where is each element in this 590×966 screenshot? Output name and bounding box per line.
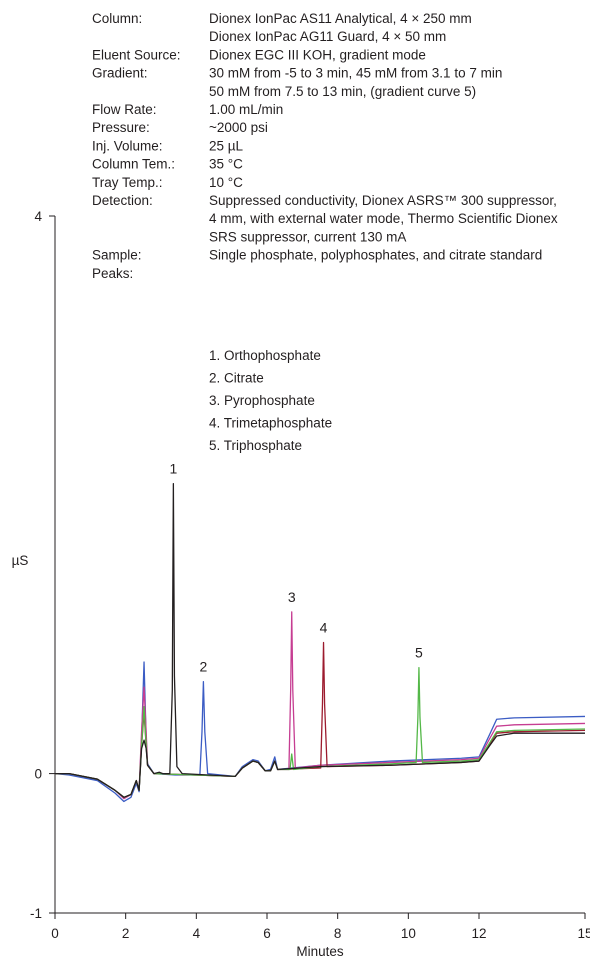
y-axis-title: µS <box>12 553 29 568</box>
y-tick-label: -1 <box>30 906 42 921</box>
peak-list-item: 1. Orthophosphate <box>209 348 321 363</box>
peak-number-label: 3 <box>288 589 296 605</box>
condition-value: Dionex IonPac AS11 Analytical, 4 × 250 m… <box>209 11 472 26</box>
x-tick-label: 6 <box>263 926 271 941</box>
x-axis-title: Minutes <box>296 944 344 959</box>
series-group <box>54 483 586 803</box>
condition-label: Column Tem.: <box>92 157 175 172</box>
x-ticks: 0 2 4 6 8 10 12 15 <box>51 913 590 941</box>
condition-label: Eluent Source: <box>92 47 181 62</box>
series-line <box>54 661 586 803</box>
y-tick-label: 0 <box>34 767 42 782</box>
peak-labels: 1 2 3 4 5 <box>169 461 423 675</box>
condition-label: Detection: <box>92 193 153 208</box>
x-tick-label: 8 <box>334 926 342 941</box>
condition-value: 50 mM from 7.5 to 13 min, (gradient curv… <box>209 84 476 99</box>
x-tick-label: 4 <box>193 926 201 941</box>
x-tick-label: 0 <box>51 926 59 941</box>
peak-list-item: 2. Citrate <box>209 371 264 386</box>
condition-value: 4 mm, with external water mode, Thermo S… <box>209 211 558 226</box>
peak-number-label: 1 <box>169 461 177 477</box>
condition-value: 30 mM from -5 to 3 min, 45 mM from 3.1 t… <box>209 66 502 81</box>
condition-value: 1.00 mL/min <box>209 102 283 117</box>
condition-label: Tray Temp.: <box>92 175 163 190</box>
series-line <box>55 611 586 800</box>
condition-label: Sample: <box>92 248 142 263</box>
condition-label: Gradient: <box>92 66 148 81</box>
condition-label: Flow Rate: <box>92 102 157 117</box>
condition-value: Single phosphate, polyphosphates, and ci… <box>209 248 542 263</box>
condition-label: Pressure: <box>92 120 150 135</box>
peak-list-item: 5. Triphosphate <box>209 438 302 453</box>
condition-value: Dionex EGC III KOH, gradient mode <box>209 47 426 62</box>
condition-value: Dionex IonPac AG11 Guard, 4 × 50 mm <box>209 29 446 44</box>
condition-value: ~2000 psi <box>209 120 268 135</box>
y-ticks: -1 0 4 <box>30 209 55 921</box>
axes <box>54 216 585 914</box>
peak-number-label: 4 <box>320 620 328 636</box>
peak-list-item: 4. Trimetaphosphate <box>209 416 332 431</box>
condition-label: Column: <box>92 11 142 26</box>
condition-value: Suppressed conductivity, Dionex ASRS™ 30… <box>209 193 557 208</box>
condition-label: Peaks: <box>92 266 133 281</box>
x-tick-label: 10 <box>401 926 416 941</box>
x-tick-label: 15 <box>577 926 590 941</box>
peak-list-item: 3. Pyrophosphate <box>209 393 315 408</box>
condition-value: 25 µL <box>209 138 244 153</box>
peak-number-label: 2 <box>200 659 208 675</box>
condition-value: 35 °C <box>209 157 243 172</box>
condition-value: 10 °C <box>209 175 243 190</box>
condition-value: SRS suppressor, current 130 mA <box>209 229 406 244</box>
condition-label: Inj. Volume: <box>92 138 163 153</box>
x-tick-label: 12 <box>471 926 486 941</box>
series-line <box>55 483 585 798</box>
x-tick-label: 2 <box>122 926 130 941</box>
y-tick-label: 4 <box>34 209 42 224</box>
peak-list: 1. Orthophosphate 2. Citrate 3. Pyrophosph… <box>209 348 332 453</box>
series-line <box>55 641 586 798</box>
conditions-block: Column: Dionex IonPac AS11 Analytical, 4 … <box>92 11 558 281</box>
peak-number-label: 5 <box>415 645 423 661</box>
